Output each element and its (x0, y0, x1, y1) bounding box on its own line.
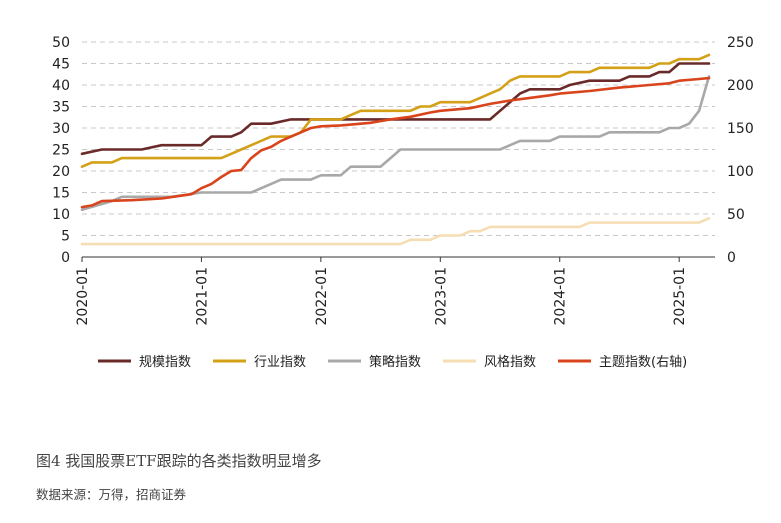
y-left-tick-label: 20 (52, 164, 70, 180)
y-left-tick-label: 0 (61, 250, 70, 266)
legend-label: 主题指数(右轴) (599, 355, 687, 370)
y-left-tick-label: 50 (52, 35, 70, 51)
data-source: 数据来源：万得，招商证券 (36, 487, 187, 502)
x-tick-label: 2022-01 (314, 267, 330, 326)
series-lines (80, 53, 711, 246)
x-tick-label: 2020-01 (75, 267, 91, 326)
y-left-tick-label: 45 (52, 57, 70, 73)
x-tick-label: 2025-01 (672, 267, 688, 326)
legend-label: 策略指数 (369, 354, 421, 370)
series-line (80, 75, 711, 211)
y-left-tick-label: 15 (52, 186, 70, 202)
series-line (80, 76, 711, 209)
gridlines (82, 41, 715, 236)
series-line (80, 53, 711, 168)
y-right-tick-label: 100 (727, 164, 754, 180)
y-left-tick-label: 40 (52, 78, 70, 94)
tick-labels: 0 5 10 15 20 25 30 35 40 45 50 0 50 100 150 200 250 2020-… (52, 35, 754, 326)
y-left-tick-label: 10 (52, 207, 70, 223)
chart: 0 5 10 15 20 25 30 35 40 45 50 0 50 100 150 200 250 2020-… (52, 35, 754, 370)
y-right-tick-label: 0 (727, 250, 736, 266)
y-right-tick-label: 150 (727, 121, 754, 137)
legend-label: 行业指数 (254, 355, 306, 370)
x-tick-label: 2023-01 (433, 267, 449, 326)
legend-label: 风格指数 (484, 354, 536, 370)
y-left-tick-label: 25 (52, 143, 70, 159)
y-left-tick-label: 30 (52, 121, 70, 137)
series-line (80, 217, 711, 246)
y-right-tick-label: 250 (727, 35, 754, 51)
y-right-tick-label: 50 (727, 207, 745, 223)
legend-label: 规模指数 (139, 355, 191, 370)
y-left-tick-label: 35 (52, 100, 70, 116)
x-tick-label: 2021-01 (194, 267, 210, 326)
y-right-tick-label: 200 (727, 78, 754, 94)
legend: 规模指数 行业指数 策略指数 风格指数 主题指数(右轴) (98, 354, 687, 370)
figure-caption: 图4 我国股票ETF跟踪的各类指数明显增多 (36, 452, 322, 470)
y-left-tick-label: 5 (61, 229, 70, 245)
x-tick-label: 2024-01 (553, 267, 569, 326)
series-line (80, 62, 711, 156)
